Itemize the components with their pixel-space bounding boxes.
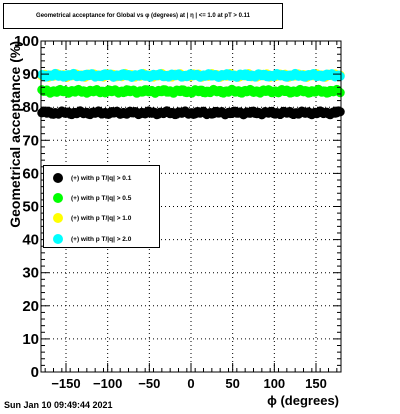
- x-tick-label: −150: [51, 376, 80, 391]
- y-tick-label: 30: [22, 265, 39, 282]
- legend-entry-3: (+) with p T/|q| > 2.0: [44, 232, 131, 246]
- legend-marker-1: [53, 193, 63, 203]
- y-tick-label: 10: [22, 331, 39, 348]
- axis-ticks: 0 10 20 30 40 50 60 70 80 90 100 −150 −100 −50 0 50 100 1…: [14, 33, 341, 391]
- x-tick-label: 50: [225, 376, 239, 391]
- legend-label-2: (+) with p T/|q| > 1.0: [71, 214, 132, 222]
- timestamp: Sun Jan 10 09:49:44 2021: [4, 400, 113, 410]
- y-tick-label: 40: [22, 232, 39, 249]
- y-tick-label: 50: [22, 199, 39, 216]
- chart-title: Geometrical acceptance for Global vs φ (…: [3, 3, 283, 29]
- legend-marker-2: [53, 213, 63, 223]
- series-layer: [37, 68, 345, 120]
- legend-entry-2: (+) with p T/|q| > 1.0: [44, 211, 131, 225]
- x-tick-label: −50: [138, 376, 160, 391]
- y-axis-label: Geometrical acceptance (%): [7, 41, 23, 228]
- y-tick-label: 60: [22, 165, 39, 182]
- y-tick-label: 90: [22, 66, 39, 83]
- legend-marker-0: [53, 173, 63, 183]
- y-tick-label: 20: [22, 298, 39, 315]
- legend-entry-1: (+) with p T/|q| > 0.5: [44, 191, 131, 205]
- series-0: [37, 106, 345, 120]
- x-tick-label: 0: [187, 376, 194, 391]
- y-tick-label: 70: [22, 132, 39, 149]
- data-point: [335, 71, 345, 81]
- y-tick-label: 0: [31, 364, 39, 381]
- data-point: [335, 107, 345, 117]
- series-3: [37, 68, 345, 82]
- data-point: [335, 88, 345, 98]
- legend-label-1: (+) with p T/|q| > 0.5: [71, 194, 132, 202]
- x-tick-label: 100: [263, 376, 285, 391]
- chart-title-text: Geometrical acceptance for Global vs φ (…: [36, 13, 250, 19]
- legend: (+) with p T/|q| > 0.1 (+) with p T/|q| …: [43, 165, 160, 248]
- x-tick-label: −100: [93, 376, 122, 391]
- legend-label-0: (+) with p T/|q| > 0.1: [71, 174, 132, 182]
- legend-marker-3: [53, 234, 63, 244]
- series-1: [37, 84, 345, 98]
- legend-entry-0: (+) with p T/|q| > 0.1: [44, 171, 131, 185]
- x-tick-label: 150: [305, 376, 327, 391]
- y-tick-label: 80: [22, 99, 39, 116]
- y-tick-label: 100: [14, 33, 39, 50]
- x-axis-label: ϕ (degrees): [267, 393, 339, 408]
- legend-label-3: (+) with p T/|q| > 2.0: [71, 235, 132, 243]
